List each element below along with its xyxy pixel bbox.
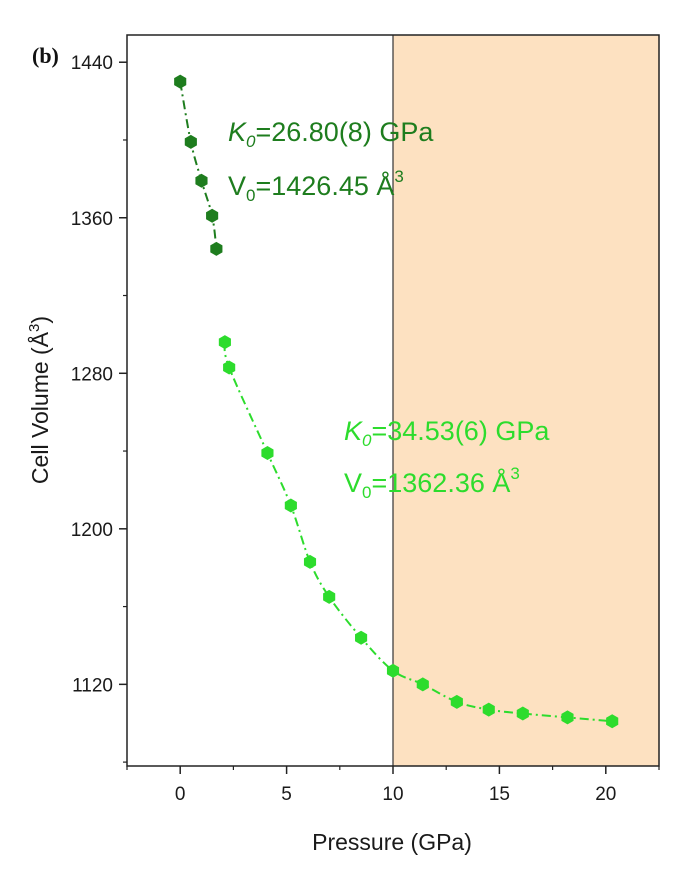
y-axis-title: Cell Volume (Å3)	[26, 316, 53, 484]
k0-label-phase-2: K0=34.53(6) GPa	[344, 416, 550, 450]
x-axis-title: Pressure (GPa)	[312, 829, 472, 855]
series-layer	[174, 74, 619, 729]
shaded-region	[393, 35, 659, 766]
data-point	[450, 694, 463, 709]
annotation-phase-1: K0=26.80(8) GPa V0=1426.45 Å3	[228, 117, 434, 205]
x-axis: 0 5 10 15 20	[126, 766, 660, 805]
y-tick-label: 1440	[71, 53, 113, 74]
data-point	[606, 714, 619, 729]
y-tick-label: 1200	[71, 520, 113, 541]
data-point	[206, 208, 219, 223]
fit-curve-series-1	[179, 81, 218, 249]
data-point	[516, 706, 529, 721]
data-point	[561, 710, 574, 725]
data-point	[223, 360, 236, 375]
x-tick-label: 5	[281, 784, 292, 805]
y-tick-label: 1120	[72, 675, 113, 696]
data-point	[284, 498, 297, 513]
y-axis: 1120 1200 1280 1360 1440	[71, 53, 127, 763]
series-1	[174, 74, 223, 256]
data-point	[195, 173, 208, 188]
y-tick-label: 1280	[71, 364, 113, 385]
data-point	[174, 74, 187, 89]
x-tick-label: 15	[489, 784, 510, 805]
data-point	[386, 663, 400, 678]
x-tick-label: 10	[382, 784, 403, 805]
data-point	[303, 554, 317, 569]
k0-label-phase-1: K0=26.80(8) GPa	[228, 117, 434, 151]
series-2	[218, 335, 619, 729]
annotation-phase-2: K0=34.53(6) GPa V0=1362.36 Å3	[344, 416, 550, 502]
data-point	[184, 134, 197, 149]
y-tick-label: 1360	[71, 209, 113, 230]
panel-label: (b)	[32, 43, 59, 68]
data-point	[416, 677, 429, 692]
data-point	[218, 335, 231, 350]
v0-label-phase-2: V0=1362.36 Å3	[344, 464, 520, 502]
data-point	[482, 702, 495, 717]
v0-label-phase-1: V0=1426.45 Å3	[228, 167, 404, 205]
data-point	[323, 589, 336, 604]
x-tick-label: 0	[175, 784, 186, 805]
data-point	[261, 445, 274, 460]
data-point	[355, 630, 368, 645]
data-point	[210, 241, 223, 256]
x-tick-label: 20	[595, 784, 616, 805]
